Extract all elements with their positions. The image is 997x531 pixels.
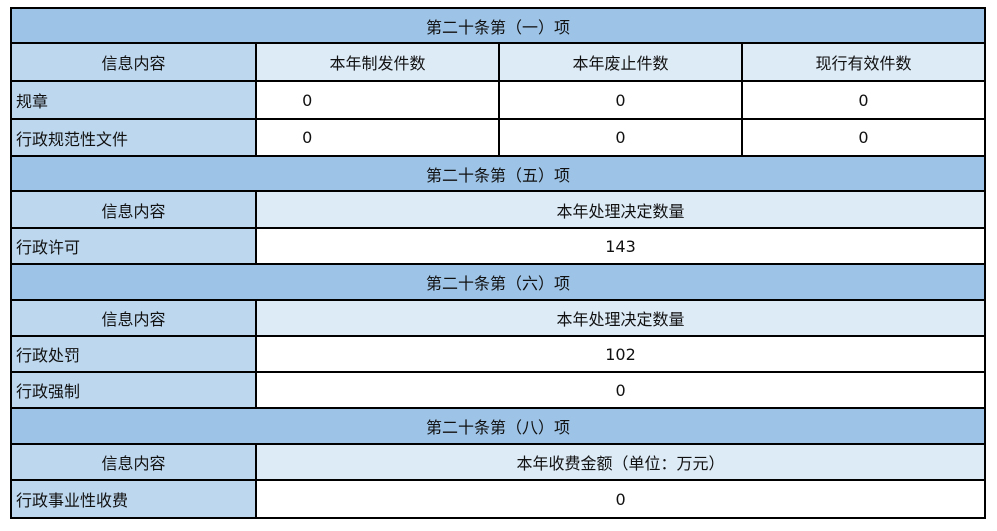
header-abolished: 本年废止件数 bbox=[498, 42, 743, 82]
header-info: 信息内容 bbox=[9, 190, 258, 229]
cell: 102 bbox=[255, 335, 986, 373]
section-title: 第二十条第（八）项 bbox=[10, 407, 986, 445]
cell: 0 bbox=[255, 80, 501, 120]
header-info: 信息内容 bbox=[9, 42, 258, 82]
row-label: 规章 bbox=[9, 80, 258, 120]
row-label: 行政事业性收费 bbox=[9, 479, 258, 519]
header-info: 信息内容 bbox=[9, 443, 258, 481]
section-title: 第二十条第（五）项 bbox=[10, 155, 986, 192]
header-issued: 本年制发件数 bbox=[255, 42, 501, 82]
cell: 0 bbox=[255, 118, 501, 157]
cell: 0 bbox=[498, 80, 743, 120]
cell: 0 bbox=[255, 479, 986, 519]
section-title: 第二十条第（一）项 bbox=[10, 7, 986, 44]
cell: 143 bbox=[255, 227, 986, 265]
disclosure-table: 第二十条第（一）项 信息内容 本年制发件数 本年废止件数 现行有效件数 规章 0 0 0 行… bbox=[9, 7, 986, 519]
cell: 0 bbox=[498, 118, 743, 157]
header-amount: 本年收费金额（单位：万元） bbox=[255, 443, 986, 481]
header-count: 本年处理决定数量 bbox=[255, 190, 986, 229]
row-label: 行政处罚 bbox=[9, 335, 258, 373]
section-title: 第二十条第（六）项 bbox=[10, 263, 986, 301]
row-label: 行政规范性文件 bbox=[9, 118, 258, 157]
row-label: 行政强制 bbox=[9, 371, 258, 409]
header-count: 本年处理决定数量 bbox=[255, 299, 986, 337]
cell: 0 bbox=[255, 371, 986, 409]
row-label: 行政许可 bbox=[9, 227, 258, 265]
header-valid: 现行有效件数 bbox=[741, 42, 986, 82]
cell: 0 bbox=[741, 80, 986, 120]
cell: 0 bbox=[741, 118, 986, 157]
header-info: 信息内容 bbox=[9, 299, 258, 337]
